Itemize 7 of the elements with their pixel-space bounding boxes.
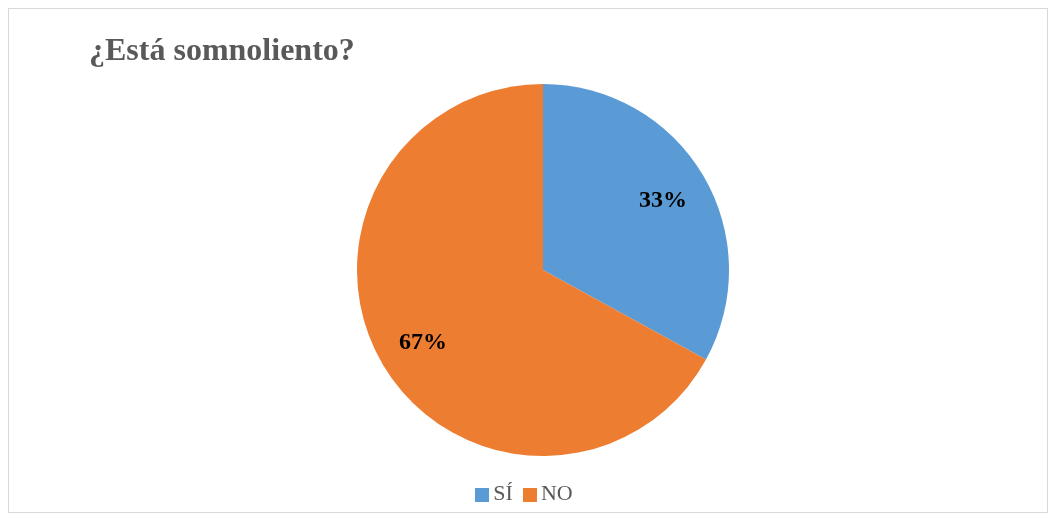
- chart-title: ¿Está somnoliento?: [89, 31, 355, 68]
- pie-slice: [543, 84, 729, 360]
- legend-label: SÍ: [493, 480, 513, 505]
- pie-slice: [357, 84, 706, 456]
- legend-label: NO: [540, 480, 573, 505]
- data-label: 67%: [398, 328, 447, 355]
- data-label: 33%: [639, 185, 688, 212]
